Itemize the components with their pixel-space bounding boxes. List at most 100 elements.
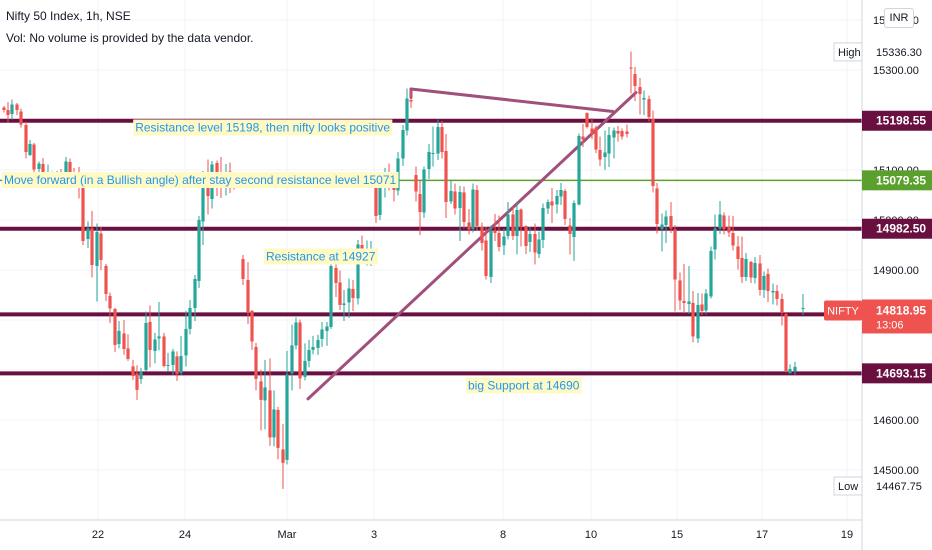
candle-body [197, 219, 201, 281]
candle-body [99, 233, 103, 260]
level-label: 15079.35 [876, 173, 926, 187]
candle-body [744, 258, 748, 277]
candle-body [533, 233, 537, 253]
candle-body [678, 280, 682, 301]
candle-body [519, 209, 523, 227]
price-axis[interactable]: 14500.0014600.0014700.0014800.0014900.00… [873, 15, 919, 477]
candle-body [625, 131, 629, 135]
candle-body [753, 262, 757, 278]
candle-body [431, 153, 435, 155]
candle-body [32, 144, 36, 170]
candle-body [311, 346, 315, 350]
candle-body [179, 355, 183, 373]
currency-button[interactable]: INR [884, 8, 914, 28]
candle-body [727, 226, 731, 233]
candle-body [633, 74, 637, 87]
symbol-title[interactable]: Nifty 50 Index, 1h, NSE [6, 9, 131, 23]
level-label: 14982.50 [876, 222, 926, 236]
candle-body [709, 250, 713, 297]
candle-body [427, 152, 431, 170]
trend-line [306, 91, 638, 401]
candle-body [704, 293, 708, 311]
candle-body [316, 339, 320, 348]
candle-body [28, 144, 32, 156]
candle-body [250, 310, 254, 342]
candle-body [193, 278, 197, 308]
candle-body [64, 161, 68, 177]
candle-body [414, 174, 418, 192]
level-label-bg [862, 363, 932, 384]
trend-line [409, 87, 615, 114]
candle-body [449, 190, 453, 202]
candle-body [713, 228, 717, 250]
candle-body [771, 290, 775, 293]
candle-body [718, 214, 722, 229]
candle-body [329, 265, 333, 327]
candle-body [598, 150, 602, 160]
time-axis[interactable]: 22 24 Mar 3 8 10 15 17 19 [92, 529, 853, 541]
candle-body [780, 298, 784, 313]
candle-body [276, 409, 280, 448]
candle-body [673, 229, 677, 280]
candle-body [616, 131, 620, 134]
low: Low 14467.75 [833, 476, 922, 496]
candle-body [422, 169, 426, 213]
candle-body [511, 214, 515, 236]
candle-body [638, 87, 642, 95]
annotations: Resistance level 15198, then nifty looks… [2, 119, 582, 394]
candle-body [10, 104, 14, 115]
x-tick-label: 24 [179, 529, 191, 541]
candle-body [24, 125, 28, 153]
candle-body [687, 301, 691, 304]
low-label-bg [833, 476, 863, 496]
candle-body [594, 127, 598, 150]
candle-body [108, 295, 112, 309]
candle-body [493, 230, 497, 233]
candle-body [139, 371, 143, 379]
candle-body [307, 349, 311, 361]
candle-body [524, 225, 528, 246]
candle-body [758, 263, 762, 290]
candle-body [572, 202, 576, 237]
annotation-text: Resistance level 15198, then nifty looks… [135, 121, 390, 135]
candle-body [749, 261, 753, 278]
candle-body [506, 214, 510, 236]
candle-body [563, 190, 567, 219]
candle-body [144, 322, 148, 370]
candle-body [90, 228, 94, 265]
candle-body [784, 313, 788, 371]
last-price-countdown: 13:06 [876, 319, 904, 331]
candle-body [801, 307, 805, 309]
candle-body [740, 257, 744, 277]
annotation-text: big Support at 14690 [468, 378, 580, 392]
candle-body [555, 195, 559, 205]
last-price-symbol-bg [824, 300, 862, 321]
candle-body [117, 330, 121, 344]
candle-body [691, 302, 695, 337]
high: High 15336.30 [833, 42, 922, 62]
candle-body [272, 409, 276, 438]
candle-body [471, 189, 475, 229]
low-value: 14467.75 [876, 481, 922, 493]
candle-body [401, 130, 405, 159]
annotation-text: Move forward (in a Bullish angle) after … [4, 173, 397, 187]
candle-body [157, 336, 161, 339]
candle-body [298, 322, 302, 379]
volume-note: Vol: No volume is provided by the data v… [6, 31, 254, 45]
candle-body [612, 130, 616, 138]
candle-body [607, 135, 611, 154]
annotation-text: Resistance at 14927 [266, 249, 376, 263]
candle-body [581, 136, 585, 140]
candle-body [497, 232, 501, 247]
candle-body [467, 222, 471, 230]
candle-body [268, 390, 272, 438]
annotation-bg [466, 377, 582, 394]
candle-body [590, 128, 594, 135]
x-tick-label: 19 [841, 529, 853, 541]
candle-body [766, 273, 770, 291]
candle-body [374, 182, 378, 216]
candle-body [682, 300, 686, 303]
candle-body [502, 236, 506, 246]
candle-body [153, 339, 157, 351]
